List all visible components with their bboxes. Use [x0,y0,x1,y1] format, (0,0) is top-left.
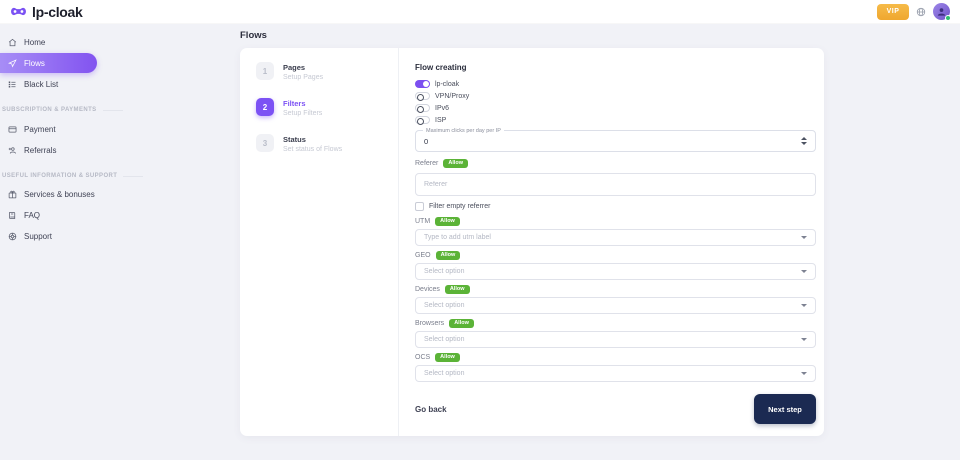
geo-label: GEO [415,252,431,259]
next-step-button[interactable]: Next step [754,394,816,424]
step-subtitle: Setup Filters [283,110,323,117]
chevron-down-icon [801,236,807,239]
sidebar: Home Flows Black List SUBSCRIPTION & PAY… [0,24,230,460]
step-title: Pages [283,63,306,72]
browsers-select[interactable]: Select option [415,331,816,348]
toggle-row-ipv6[interactable]: IPv6 [415,104,816,113]
app-logo[interactable]: lp-cloak [10,4,83,20]
number-stepper[interactable] [801,137,807,145]
referrals-icon [8,146,17,155]
step-filters[interactable]: 2 Filters Setup Filters [256,98,398,117]
filter-empty-referrer-checkbox[interactable] [415,202,424,211]
toggle-row-isp[interactable]: ISP [415,116,816,125]
max-clicks-input[interactable] [416,131,815,151]
step-title: Filters [283,99,306,108]
step-subtitle: Setup Pages [283,74,324,81]
top-header: lp-cloak VIP [0,0,960,24]
referer-input[interactable] [416,181,815,188]
home-icon [8,38,17,47]
browsers-label: Browsers [415,320,445,327]
lp-cloak-toggle[interactable] [415,80,430,88]
support-lifering-icon [8,232,17,241]
sidebar-item-payment[interactable]: Payment [0,119,230,139]
isp-toggle[interactable] [415,116,430,125]
max-clicks-field: Maximum clicks per day per IP [415,128,816,152]
referer-field [415,173,816,196]
payment-icon [8,125,17,134]
go-back-button[interactable]: Go back [415,404,447,414]
toggle-row-vpn-proxy[interactable]: VPN/Proxy [415,92,816,101]
ipv6-toggle[interactable] [415,104,430,113]
step-status[interactable]: 3 Status Set status of Flows [256,134,398,153]
vpn-proxy-toggle[interactable] [415,92,430,101]
step-pages[interactable]: 1 Pages Setup Pages [256,62,398,81]
sidebar-item-label: Flows [24,58,45,68]
sidebar-item-flows[interactable]: Flows [0,53,97,73]
flow-creating-card: 1 Pages Setup Pages 2 Filters Setup Filt… [240,48,824,436]
sidebar-item-support[interactable]: Support [0,226,230,246]
sidebar-section-subscription: SUBSCRIPTION & PAYMENTS [0,105,230,115]
sidebar-section-useful-info: USEFUL INFORMATION & SUPPORT [0,171,230,181]
chevron-down-icon [801,372,807,375]
step-subtitle: Set status of Flows [283,146,343,153]
sidebar-item-home[interactable]: Home [0,32,230,52]
logo-text: lp-cloak [32,3,83,20]
sidebar-item-referrals[interactable]: Referrals [0,140,230,160]
sidebar-item-services-bonuses[interactable]: Services & bonuses [0,184,230,204]
toggle-row-lp-cloak[interactable]: lp-cloak [415,80,816,88]
sidebar-item-label: Black List [24,79,59,89]
sidebar-item-label: Payment [24,124,56,134]
geo-select[interactable]: Select option [415,263,816,280]
footer-strip [0,460,960,475]
online-status-dot [945,15,951,21]
vip-button[interactable]: VIP [877,3,909,20]
step-number: 3 [256,134,274,152]
devices-allow-badge[interactable]: Allow [444,284,470,295]
step-number: 2 [256,98,274,116]
devices-label: Devices [415,286,440,293]
mask-logo-icon [10,6,27,17]
ocs-label: OCS [415,354,431,361]
sidebar-item-label: Support [24,231,53,241]
sidebar-item-faq[interactable]: FAQ [0,205,230,225]
devices-select[interactable]: Select option [415,297,816,314]
services-gift-icon [8,190,17,199]
sidebar-item-label: Referrals [24,145,57,155]
faq-book-icon [8,211,17,220]
steps-column: 1 Pages Setup Pages 2 Filters Setup Filt… [240,48,399,436]
flows-icon [8,58,17,68]
form-title: Flow creating [415,63,467,72]
sidebar-item-black-list[interactable]: Black List [0,74,230,94]
filters-form: Flow creating lp-cloak VPN/Proxy IPv6 IS… [399,48,824,436]
sidebar-item-label: FAQ [24,210,41,220]
utm-allow-badge[interactable]: Allow [435,216,460,227]
sidebar-item-label: Services & bonuses [24,189,95,199]
step-title: Status [283,135,306,144]
browsers-allow-badge[interactable]: Allow [449,318,474,329]
language-globe-icon[interactable] [916,7,926,17]
chevron-down-icon [801,270,807,273]
black-list-icon [8,80,17,89]
ocs-allow-badge[interactable]: Allow [435,352,460,363]
referer-allow-badge[interactable]: Allow [443,158,469,169]
ocs-select[interactable]: Select option [415,365,816,382]
utm-select[interactable]: Type to add utm label [415,229,816,246]
filter-empty-referrer-row[interactable]: Filter empty referrer [415,202,816,211]
referer-label: Referer [415,160,439,167]
geo-allow-badge[interactable]: Allow [435,250,461,261]
chevron-down-icon [801,338,807,341]
chevron-down-icon [801,304,807,307]
sidebar-item-label: Home [24,37,46,47]
utm-label: UTM [415,218,431,225]
step-number: 1 [256,62,274,80]
page-title: Flows [240,30,267,41]
